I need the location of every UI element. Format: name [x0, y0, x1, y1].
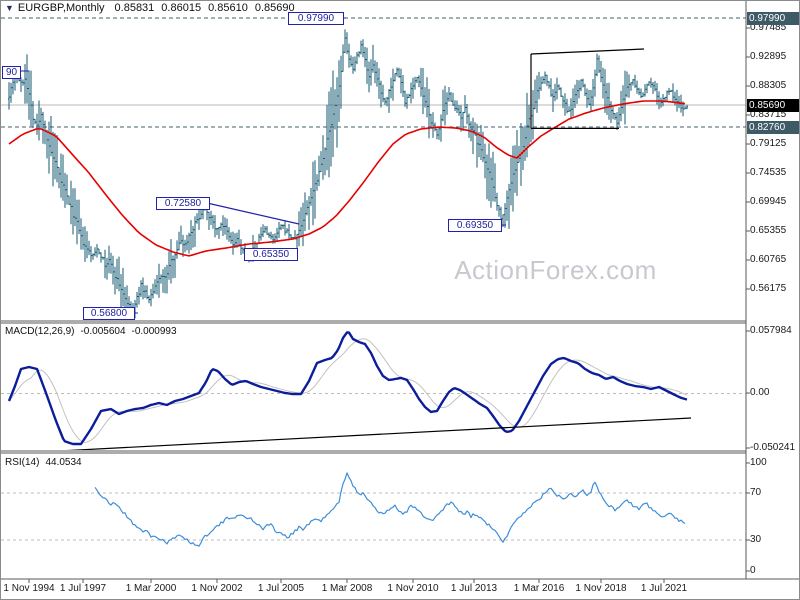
price-annotation[interactable]: 0.72580	[156, 197, 210, 210]
macd-value-signal: -0.000993	[131, 326, 177, 337]
macd-axis-label: 0.057984	[750, 325, 792, 336]
macd-axis-label: 0.00	[750, 387, 770, 398]
ohlc-high: 0.86015	[161, 2, 202, 14]
price-axis-label: 0.69945	[750, 196, 787, 207]
ohlc-open: 0.85831	[114, 2, 155, 14]
price-axis-label: 0.60765	[750, 254, 787, 265]
price-annotation[interactable]: 0.69350	[448, 219, 502, 232]
price-axis-label: 0.74535	[750, 167, 787, 178]
price-annotation[interactable]: 0.65350	[244, 248, 298, 261]
macd-label: MACD(12,26,9)	[5, 326, 75, 337]
price-axis-label: 0.88305	[750, 80, 787, 91]
date-axis-label: 1 Nov 1994	[3, 583, 55, 594]
price-axis-label: 0.92895	[750, 51, 787, 62]
date-axis-label: 1 Nov 2010	[387, 583, 439, 594]
moving-average-line	[8, 100, 686, 257]
rsi-axis-label: 70	[750, 487, 762, 498]
rsi-indicator-header: RSI(14) 44.0534	[5, 457, 88, 468]
price-annotation[interactable]: 0.97990	[288, 12, 344, 25]
date-axis-label: 1 Jul 1997	[59, 583, 107, 594]
date-axis-label: 1 Jul 2005	[257, 583, 305, 594]
ohlc-bars	[8, 29, 688, 319]
pattern-triangle-resistance	[206, 202, 300, 225]
price-annotation[interactable]: 0.56800	[83, 307, 135, 320]
macd-panel	[1, 331, 746, 450]
rsi-value: 44.0534	[45, 457, 82, 468]
ohlc-close: 0.85690	[254, 2, 295, 14]
macd-signal-line	[8, 338, 688, 443]
price-axis-label: 0.79125	[750, 138, 787, 149]
price-axis-label: 0.97485	[750, 22, 787, 33]
date-axis-label: 1 Jul 2021	[640, 583, 688, 594]
ohlc-low: 0.85610	[208, 2, 248, 14]
date-axis-label: 1 Mar 2008	[321, 583, 373, 594]
macd-indicator-header: MACD(12,26,9) -0.005604 -0.000993	[5, 326, 183, 337]
date-axis-label: 1 Jul 2013	[450, 583, 498, 594]
macd-axis-label: -0.050241	[750, 442, 796, 453]
rsi-label: RSI(14)	[5, 457, 40, 468]
rsi-axis-label: 100	[750, 457, 767, 468]
date-axis-label: 1 Nov 2018	[575, 583, 627, 594]
rsi-axis-label: 30	[750, 534, 762, 545]
date-axis-label: 1 Mar 2000	[125, 583, 177, 594]
macd-trendline	[66, 417, 692, 450]
price-axis-label: 0.83715	[750, 109, 787, 120]
price-badge: 0.85690	[747, 99, 799, 112]
price-badge: 0.97990	[747, 12, 799, 25]
date-axis-label: 1 Mar 2016	[513, 583, 565, 594]
macd-main-line	[7, 331, 688, 446]
rsi-axis-label: 0	[750, 565, 756, 576]
price-axis-label: 0.65355	[750, 225, 787, 236]
symbol-timeframe-label: EURGBP,Monthly	[17, 2, 105, 14]
price-panel	[1, 17, 746, 319]
macd-value-main: -0.005604	[80, 326, 126, 337]
watermark: ActionForex.com	[454, 255, 657, 285]
price-annotation[interactable]: 90	[2, 66, 21, 79]
symbol-dropdown-icon[interactable]: ▼	[5, 3, 14, 13]
rsi-panel	[1, 472, 746, 547]
price-badge: 0.82760	[747, 121, 799, 134]
date-axis-label: 1 Nov 2002	[191, 583, 243, 594]
panel-borders	[1, 1, 799, 583]
pattern-range-top	[530, 48, 645, 55]
rsi-line	[94, 472, 686, 547]
chart-title-bar: ▼ EURGBP,Monthly 0.85831 0.86015 0.85610 0.85…	[5, 2, 302, 14]
price-axis-label: 0.56175	[750, 283, 787, 294]
